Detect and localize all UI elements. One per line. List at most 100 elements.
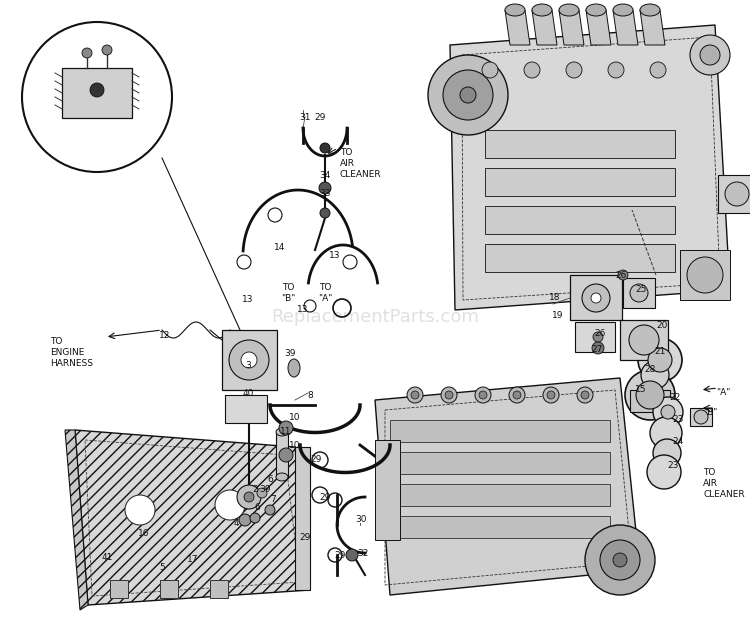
Text: 34: 34 — [320, 171, 331, 180]
Text: 15: 15 — [635, 385, 646, 394]
Circle shape — [625, 370, 675, 420]
Circle shape — [265, 505, 275, 515]
Text: 6: 6 — [254, 502, 260, 512]
Bar — [62, 68, 132, 118]
Text: 3: 3 — [245, 361, 250, 370]
Text: 12: 12 — [159, 330, 171, 340]
Bar — [276, 432, 288, 477]
Circle shape — [509, 387, 525, 403]
Polygon shape — [559, 10, 584, 45]
Text: 14: 14 — [274, 243, 286, 253]
Text: 16: 16 — [138, 528, 150, 537]
Circle shape — [629, 325, 659, 355]
Circle shape — [443, 70, 493, 120]
Circle shape — [648, 348, 672, 372]
Bar — [222, 330, 277, 390]
Circle shape — [304, 300, 316, 312]
Text: 29: 29 — [320, 493, 331, 502]
Text: TO
"A": TO "A" — [318, 283, 332, 303]
Bar — [210, 580, 228, 598]
Circle shape — [725, 182, 749, 206]
Text: 20: 20 — [656, 321, 668, 330]
Text: 7: 7 — [270, 495, 276, 504]
Polygon shape — [295, 447, 310, 590]
Circle shape — [661, 405, 675, 419]
Circle shape — [279, 421, 293, 435]
Bar — [623, 278, 655, 308]
Circle shape — [653, 439, 681, 467]
Text: 23: 23 — [672, 415, 684, 425]
Text: 29: 29 — [310, 455, 322, 464]
Text: ReplacementParts.com: ReplacementParts.com — [271, 309, 479, 326]
Text: 41: 41 — [101, 554, 112, 563]
Circle shape — [241, 352, 257, 368]
Text: 24: 24 — [672, 438, 684, 446]
Text: 26: 26 — [594, 328, 606, 337]
Circle shape — [700, 45, 720, 65]
Circle shape — [630, 284, 648, 302]
Bar — [390, 484, 610, 506]
Circle shape — [547, 391, 555, 399]
Bar — [570, 275, 622, 320]
Text: 13: 13 — [329, 250, 340, 260]
Text: 22: 22 — [669, 394, 681, 403]
Circle shape — [407, 387, 423, 403]
Circle shape — [237, 485, 261, 509]
Circle shape — [244, 492, 254, 502]
Text: 10: 10 — [290, 441, 301, 450]
Circle shape — [479, 391, 487, 399]
Circle shape — [650, 62, 666, 78]
Text: "B": "B" — [703, 408, 717, 417]
Circle shape — [600, 540, 640, 580]
Circle shape — [268, 208, 282, 222]
Text: 17: 17 — [188, 556, 199, 565]
Bar — [375, 440, 400, 540]
Bar — [485, 206, 675, 234]
Circle shape — [613, 553, 627, 567]
Polygon shape — [586, 10, 611, 45]
Circle shape — [237, 255, 251, 269]
Circle shape — [650, 417, 682, 449]
Text: TO
AIR
CLEANER: TO AIR CLEANER — [703, 468, 745, 499]
Text: 4: 4 — [233, 519, 238, 528]
Circle shape — [581, 391, 589, 399]
Ellipse shape — [613, 4, 633, 16]
Text: 10: 10 — [290, 413, 301, 422]
Circle shape — [257, 488, 267, 498]
Text: 29: 29 — [299, 533, 310, 542]
Text: 18: 18 — [549, 293, 561, 302]
Circle shape — [445, 391, 453, 399]
Bar — [690, 408, 712, 426]
Bar — [680, 250, 730, 300]
Ellipse shape — [586, 4, 606, 16]
Circle shape — [82, 48, 92, 58]
Text: TO
ENGINE
HARNESS: TO ENGINE HARNESS — [50, 337, 93, 368]
Circle shape — [641, 361, 669, 389]
Bar — [390, 516, 610, 538]
Text: 26: 26 — [615, 271, 627, 279]
Bar — [225, 395, 267, 423]
Circle shape — [690, 35, 730, 75]
Text: 39: 39 — [284, 349, 296, 358]
Ellipse shape — [276, 473, 288, 481]
Text: 32: 32 — [357, 549, 369, 558]
Ellipse shape — [288, 359, 300, 377]
Bar — [485, 168, 675, 196]
Circle shape — [229, 340, 269, 380]
Ellipse shape — [640, 4, 660, 16]
Text: 13: 13 — [297, 305, 309, 314]
Circle shape — [592, 342, 604, 354]
Text: 8: 8 — [308, 391, 313, 399]
Circle shape — [279, 448, 293, 462]
Circle shape — [346, 549, 358, 561]
Bar — [620, 320, 668, 360]
Circle shape — [482, 62, 498, 78]
Circle shape — [428, 55, 508, 135]
Text: 29: 29 — [314, 112, 326, 121]
Text: 11: 11 — [280, 427, 292, 436]
Bar — [575, 322, 615, 352]
Circle shape — [566, 62, 582, 78]
Ellipse shape — [559, 4, 579, 16]
Circle shape — [636, 381, 664, 409]
Bar — [390, 452, 610, 474]
